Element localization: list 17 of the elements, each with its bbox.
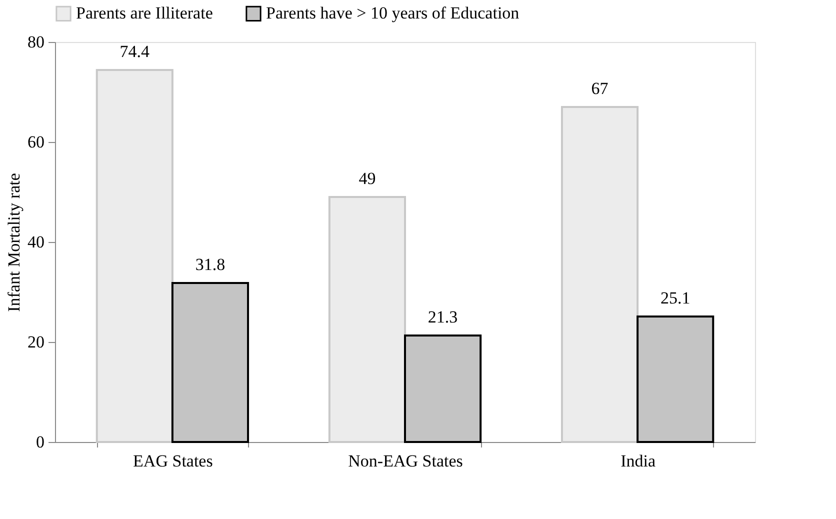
x-tick-label: EAG States xyxy=(133,452,213,470)
data-label: 49 xyxy=(358,169,376,188)
data-label: 31.8 xyxy=(195,255,226,274)
y-tick-label: 80 xyxy=(28,32,44,52)
data-label: 67 xyxy=(591,79,609,98)
y-tick-label: 40 xyxy=(28,232,44,252)
y-tick-label: 60 xyxy=(28,132,44,152)
x-tick-label: Non-EAG States xyxy=(348,452,463,470)
data-label: 74.4 xyxy=(120,42,150,61)
y-tick-label: 20 xyxy=(28,332,44,352)
data-label: 21.3 xyxy=(428,308,458,326)
y-tick-label: 0 xyxy=(36,432,44,452)
legend-label: Parents have > 10 years of Education xyxy=(266,4,520,23)
y-axis-title: Infant Mortality rate xyxy=(4,173,24,312)
data-label: 25.1 xyxy=(660,288,690,308)
legend-label: Parents are Illiterate xyxy=(76,4,213,23)
x-tick-label: India xyxy=(620,452,656,470)
